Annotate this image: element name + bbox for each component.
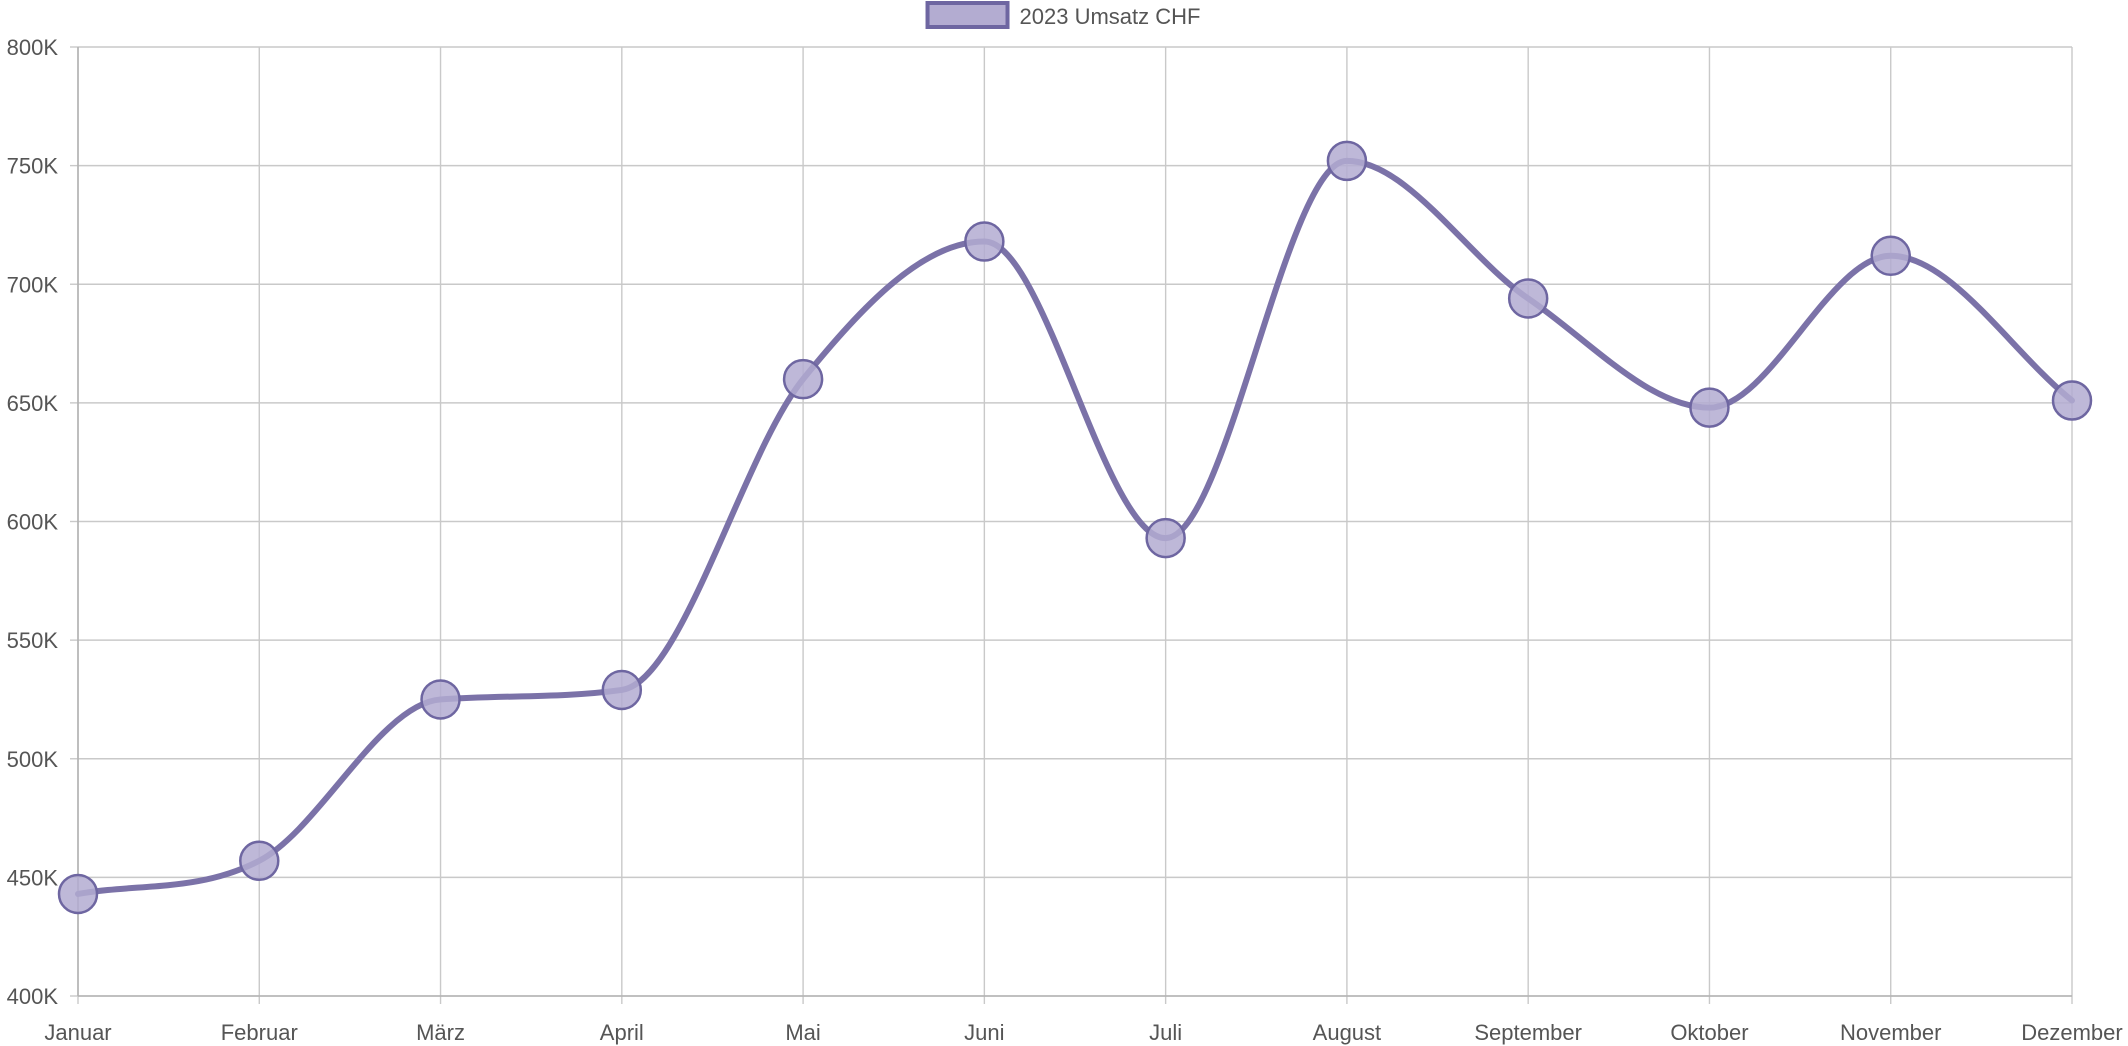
data-point[interactable] [1507, 278, 1549, 319]
series-layer [75, 157, 2075, 897]
x-tick-label: Oktober [1670, 1020, 1748, 1045]
legend[interactable]: 2023 Umsatz CHF [925, 1, 1201, 29]
legend-label[interactable]: 2023 Umsatz CHF [1020, 4, 1201, 29]
y-tick-label: 400K [7, 984, 59, 1009]
data-point[interactable] [420, 679, 461, 720]
x-tick-label: Juni [964, 1020, 1004, 1045]
data-point[interactable] [1145, 517, 1186, 559]
legend-swatch[interactable] [925, 1, 1010, 29]
x-tick-label: April [600, 1020, 644, 1045]
data-point[interactable] [782, 358, 824, 400]
data-point[interactable] [1689, 387, 1730, 428]
data-point[interactable] [2051, 380, 2093, 421]
y-tick-label: 700K [7, 272, 59, 297]
x-tick-label: November [1840, 1020, 1941, 1045]
y-tick-label: 750K [7, 154, 59, 179]
x-tick-label: Januar [44, 1020, 111, 1045]
axes: 400K 450K 500K 550K 600K 650K 700K 750K 800K Janu… [7, 35, 2123, 1045]
y-tick-label: 500K [7, 747, 59, 772]
x-tick-label: September [1474, 1020, 1582, 1045]
y-tick-label: 650K [7, 391, 59, 416]
data-point[interactable] [1870, 235, 1911, 277]
y-tick-label: 800K [7, 35, 59, 60]
data-point[interactable] [964, 221, 1005, 262]
x-tick-label: März [416, 1020, 465, 1045]
data-points [57, 140, 2093, 915]
y-tick-label: 450K [7, 865, 59, 890]
x-tick-label: August [1313, 1020, 1382, 1045]
x-tick-label: Mai [785, 1020, 820, 1045]
series-line [75, 157, 2075, 897]
grid [77, 46, 2073, 997]
data-point[interactable] [601, 669, 643, 711]
data-point[interactable] [239, 840, 280, 882]
data-point[interactable] [1326, 140, 1368, 182]
data-point[interactable] [57, 873, 99, 915]
y-tick-label: 600K [7, 510, 59, 535]
y-tick-label: 550K [7, 628, 59, 653]
x-tick-label: Juli [1149, 1020, 1182, 1045]
x-tick-label: Februar [221, 1020, 298, 1045]
x-tick-label: Dezember [2021, 1020, 2122, 1045]
